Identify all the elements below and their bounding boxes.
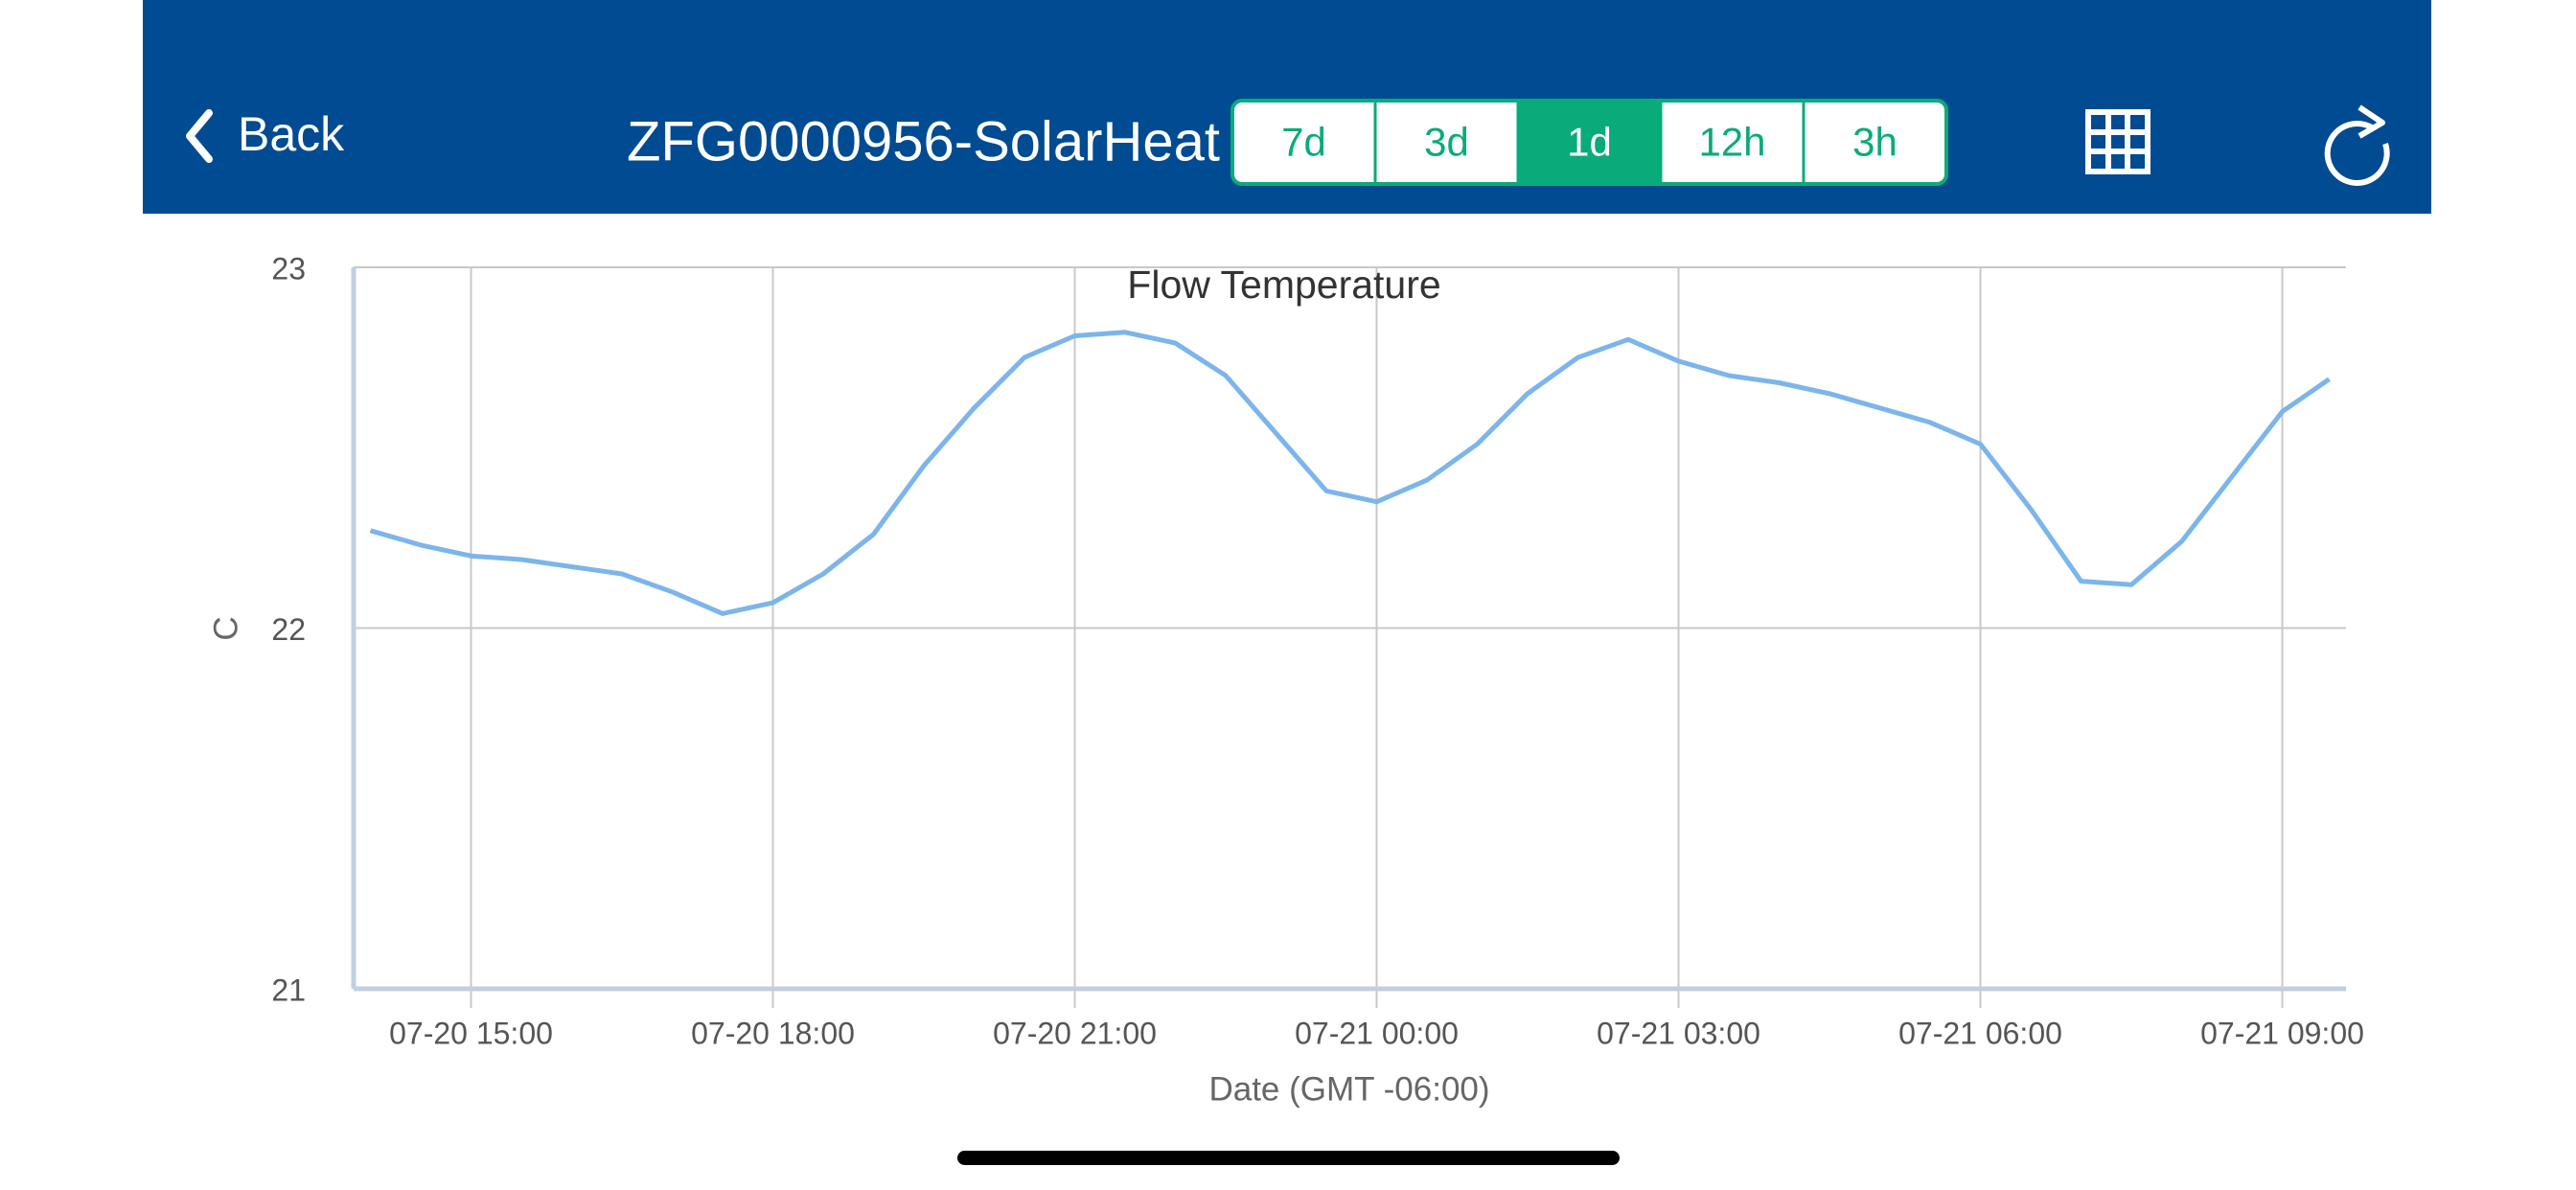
range-selector: 7d 3d 1d 12h 3h	[1230, 99, 1948, 186]
x-tick-label: 07-20 15:00	[389, 1016, 553, 1050]
chart: 21 22 23 07-20 15:00 07-20 18:00 07-20 21:00 0…	[207, 251, 2364, 1108]
range-button[interactable]: 3h	[1852, 120, 1898, 165]
range-button[interactable]: 1d	[1567, 120, 1612, 165]
back-button[interactable]: Back	[238, 107, 345, 161]
x-tick-label: 07-21 00:00	[1295, 1016, 1459, 1050]
range-button[interactable]: 7d	[1281, 120, 1326, 165]
x-axis-label: Date (GMT -06:00)	[1208, 1070, 1489, 1108]
chart-title: Flow Temperature	[1127, 263, 1440, 307]
home-indicator	[957, 1151, 1620, 1165]
x-tick-label: 07-20 21:00	[993, 1016, 1157, 1050]
device-title: ZFG0000956-SolarHeat	[627, 110, 1220, 172]
x-tick-label: 07-21 03:00	[1597, 1016, 1760, 1050]
table-icon[interactable]	[2085, 109, 2150, 174]
refresh-icon[interactable]	[2324, 104, 2390, 186]
x-tick-label: 07-21 09:00	[2200, 1016, 2364, 1050]
y-tick-label: 22	[271, 612, 306, 647]
x-tick-label: 07-20 18:00	[691, 1016, 855, 1050]
series-line	[369, 330, 2331, 616]
range-button[interactable]: 12h	[1698, 120, 1765, 165]
range-button[interactable]: 3d	[1424, 120, 1469, 165]
y-axis-label: C	[207, 616, 244, 640]
x-tick-label: 07-21 06:00	[1898, 1016, 2062, 1050]
back-icon[interactable]	[186, 109, 213, 163]
range-selected	[1518, 101, 1661, 184]
y-tick-label: 21	[271, 973, 306, 1007]
y-tick-label: 23	[271, 251, 306, 286]
